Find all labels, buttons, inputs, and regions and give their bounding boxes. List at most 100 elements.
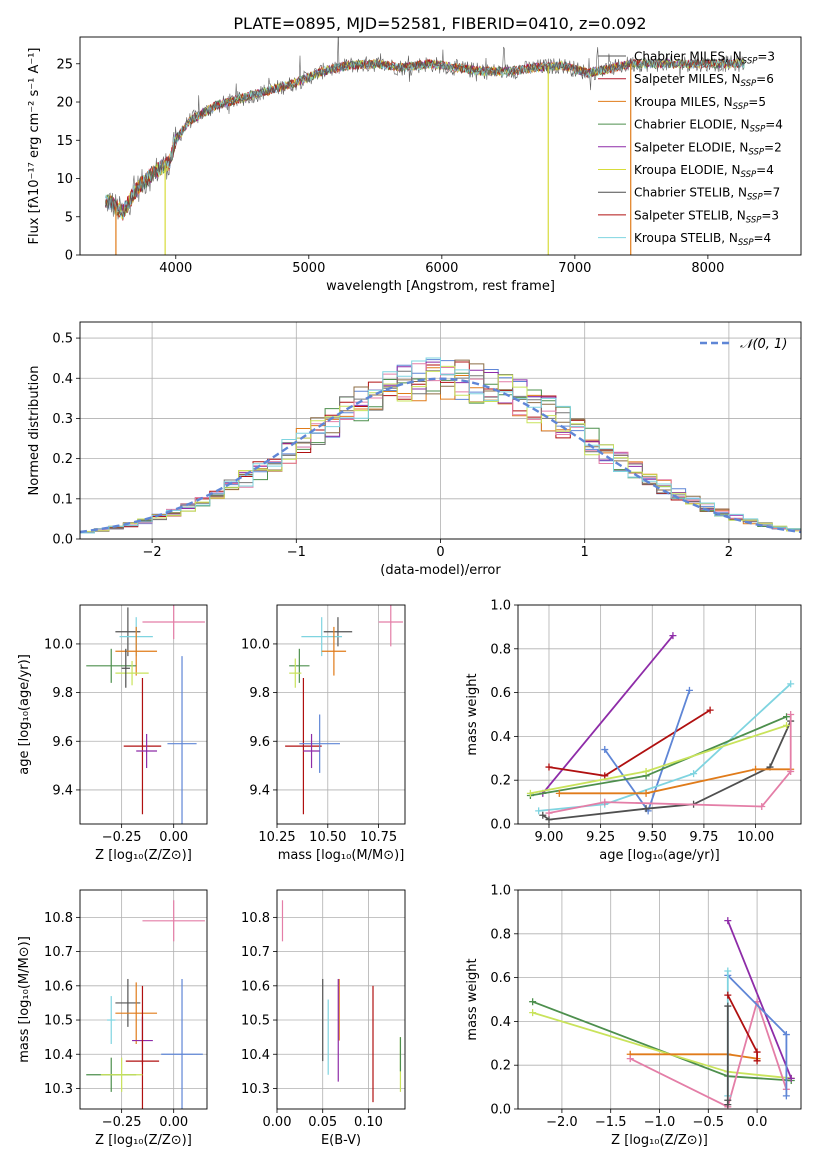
y-tick-label: 9.4 (249, 783, 270, 798)
y-tick-label: 10.4 (241, 1048, 270, 1063)
weight-marker (724, 1002, 732, 1010)
weight-marker (758, 802, 766, 810)
y-tick-label: 10.4 (44, 1048, 73, 1063)
weight-marker (753, 1057, 761, 1065)
weight-marker (783, 713, 791, 721)
weight-marker (782, 1092, 790, 1100)
y-tick-label: 0.8 (490, 642, 511, 657)
errorbar-points (86, 900, 205, 1109)
spectrum-lines (104, 37, 745, 255)
x-tick-label: −2.0 (546, 1115, 578, 1130)
y-tick-label: 10.6 (44, 979, 73, 994)
x-tick-label: 8000 (691, 261, 724, 276)
x-tick-label: 10.50 (309, 830, 346, 845)
weight-marker (642, 789, 650, 797)
y-tick-label: 9.6 (249, 735, 270, 750)
weight-marker (555, 789, 563, 797)
weight-marker (685, 686, 693, 694)
errorbar-point (142, 900, 205, 942)
normal-reference-curve (80, 377, 801, 534)
y-tick-label: 1.0 (490, 884, 511, 899)
y-tick-label: 10.5 (44, 1014, 73, 1029)
weight-marker (526, 789, 534, 797)
weight-series-line (542, 720, 792, 821)
axes-massweight_vs_Z: −2.0 −1.5 −1.0 −0.5 0.0 0.0 0.2 0.4 0.6 0.8 1.0 (490, 884, 801, 1130)
weight-marker (752, 765, 760, 773)
weight-lines (526, 632, 795, 824)
x-tick-label: 0.00 (263, 1115, 292, 1130)
spectrum-series-line (104, 57, 745, 217)
spectrum-legend: Chabrier MILES, NSSP=3 Salpeter MILES, NS… (598, 50, 783, 248)
errorbar-point (115, 660, 149, 686)
weight-marker (535, 807, 543, 815)
weight-marker (642, 767, 650, 775)
errorbar-point (303, 733, 320, 769)
x-tick-label: 9.25 (586, 830, 615, 845)
y-tick-label: 9.4 (52, 783, 73, 798)
axes-age_vs_mass: 10.25 10.50 10.75 9.4 9.6 9.8 10.0 (241, 605, 405, 845)
x-tick-label: −0.25 (102, 830, 142, 845)
legend-label: Kroupa MILES, NSSP=5 (634, 95, 766, 112)
errorbar-point (289, 648, 310, 683)
y-tick-label: 0.8 (490, 927, 511, 942)
x-tick-label: −1 (287, 545, 306, 560)
errorbar-point (115, 626, 158, 676)
x-axis-label: Z [log₁₀(Z/Z⊙)] (95, 1133, 192, 1148)
errorbar-point (321, 626, 347, 676)
x-tick-label: 10.25 (258, 830, 295, 845)
x-tick-label: −0.25 (102, 1115, 142, 1130)
axes-frame (79, 36, 802, 256)
histogram-series (80, 357, 801, 534)
axes-frame (276, 604, 406, 825)
x-axis-label: wavelength [Angstrom, rest frame] (326, 279, 555, 294)
y-axis-label: Normed distribution (27, 366, 42, 496)
legend-label: 𝒩(0, 1) (740, 337, 787, 352)
x-tick-label: 0.05 (308, 1115, 337, 1130)
errorbar-point (136, 733, 158, 769)
errorbar-point (323, 617, 353, 647)
axes-frame (517, 604, 802, 825)
axes-age_vs_Z: −0.25 0.00 9.4 9.6 9.8 10.0 (44, 605, 207, 845)
legend-label: Chabrier STELIB, NSSP=7 (634, 186, 780, 203)
x-tick-label: −1.5 (595, 1115, 627, 1130)
weight-marker (545, 816, 553, 824)
y-tick-label: 0 (65, 249, 73, 264)
weight-marker (545, 763, 553, 771)
y-tick-label: 0.6 (490, 686, 511, 701)
y-tick-label: 10 (56, 172, 73, 187)
errorbar-point (299, 714, 340, 773)
y-tick-label: 25 (56, 57, 73, 72)
x-tick-label: 5000 (292, 261, 325, 276)
weight-marker (601, 798, 609, 806)
x-axis-label: age [log₁₀(age/yr)] (599, 848, 720, 863)
weight-marker (787, 1074, 795, 1082)
legend-label: Salpeter ELODIE, NSSP=2 (634, 140, 782, 157)
weight-marker (601, 772, 609, 780)
weight-series-line (542, 635, 674, 794)
axes-frame (79, 889, 208, 1110)
weight-marker (782, 1031, 790, 1039)
y-tick-label: 15 (56, 134, 73, 149)
y-axis-label: age [log₁₀(age/yr)] (17, 654, 32, 775)
weight-marker (706, 706, 714, 714)
weight-lines (529, 917, 795, 1109)
errorbar-points (86, 605, 205, 824)
x-tick-label: −0.5 (693, 1115, 725, 1130)
weight-series-line (559, 768, 791, 795)
histogram-lines (80, 357, 801, 534)
legend-label: Salpeter STELIB, NSSP=3 (634, 208, 779, 225)
y-tick-label: 0.2 (490, 774, 511, 789)
y-tick-label: 0.6 (490, 971, 511, 986)
weight-marker (529, 1009, 537, 1017)
y-tick-label: 0.4 (52, 372, 73, 387)
figure-title: PLATE=0895, MJD=52581, FIBERID=0410, z=0… (233, 14, 646, 33)
y-axis-label: mass weight (465, 673, 480, 755)
y-tick-label: 1.0 (490, 599, 511, 614)
errorbar-point (289, 658, 302, 688)
axes-spectrum: 4000 5000 6000 7000 8000 0 5 10 15 20 25 (56, 57, 724, 276)
y-tick-label: 0.2 (490, 1059, 511, 1074)
y-tick-label: 0.0 (52, 533, 73, 548)
weight-marker (539, 811, 547, 819)
y-tick-label: 20 (56, 96, 73, 111)
errorbar-point (378, 605, 403, 647)
